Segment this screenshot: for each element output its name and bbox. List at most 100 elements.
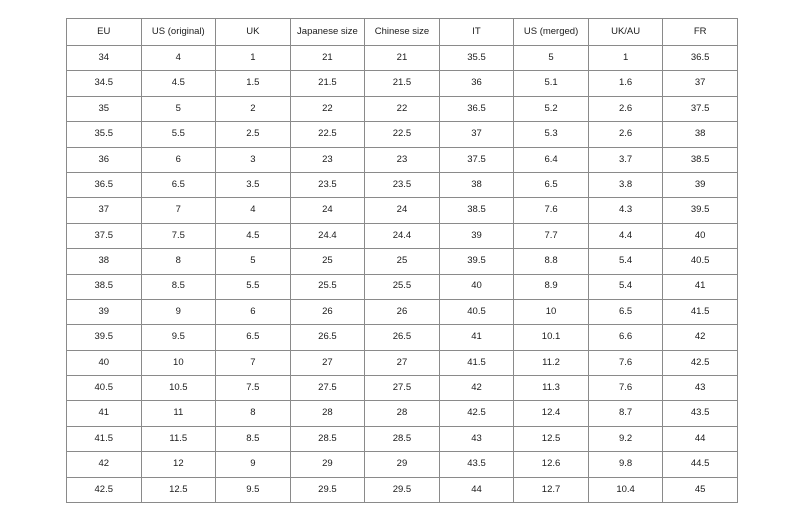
table-cell: 27.5 bbox=[364, 375, 440, 402]
column-header-uk-au: UK/AU bbox=[587, 18, 664, 46]
table-cell: 7.6 bbox=[587, 375, 664, 402]
table-cell: 11.3 bbox=[513, 375, 589, 402]
table-cell: 7.6 bbox=[587, 349, 664, 377]
table-cell: 4.4 bbox=[587, 222, 664, 250]
table-cell: 12.5 bbox=[140, 476, 217, 504]
table-cell: 11.5 bbox=[140, 425, 217, 453]
table-row: 42.5 12.5 9.5 29.5 29.5 44 12.7 10.4 45 bbox=[66, 476, 738, 504]
table-header: EU US (original) UK Japanese size Chinese si… bbox=[66, 18, 738, 46]
table-cell: 7.7 bbox=[513, 222, 589, 250]
table-cell: 23.5 bbox=[289, 171, 366, 199]
table-cell: 5 bbox=[513, 44, 589, 72]
table-cell: 22 bbox=[364, 95, 440, 123]
table-cell: 40 bbox=[438, 273, 515, 300]
table-cell: 42 bbox=[438, 375, 515, 402]
table-cell: 1.6 bbox=[587, 70, 664, 97]
table-cell: 5.5 bbox=[215, 273, 291, 300]
table-row: 40.5 10.5 7.5 27.5 27.5 42 11.3 7.6 43 bbox=[66, 375, 738, 402]
table-cell: 44 bbox=[438, 476, 515, 504]
table-cell: 3.7 bbox=[587, 146, 664, 173]
table-cell: 1 bbox=[587, 44, 664, 72]
table-cell: 3.5 bbox=[215, 171, 291, 199]
table-cell: 41.5 bbox=[438, 349, 515, 377]
table-cell: 42.5 bbox=[66, 476, 142, 504]
table-row: 40 10 7 27 27 41.5 11.2 7.6 42.5 bbox=[66, 349, 738, 377]
table-cell: 43.5 bbox=[662, 400, 738, 427]
table-cell: 42 bbox=[662, 324, 738, 351]
table-cell: 2.6 bbox=[587, 121, 664, 148]
table-cell: 39 bbox=[66, 298, 142, 326]
table-cell: 41 bbox=[662, 273, 738, 300]
table-cell: 7 bbox=[215, 349, 291, 377]
table-cell: 29 bbox=[364, 451, 440, 478]
table-row: 34.5 4.5 1.5 21.5 21.5 36 5.1 1.6 37 bbox=[66, 70, 738, 97]
table-cell: 5.1 bbox=[513, 70, 589, 97]
table-cell: 8 bbox=[215, 400, 291, 427]
table-cell: 3 bbox=[215, 146, 291, 173]
table-cell: 44.5 bbox=[662, 451, 738, 478]
table-cell: 6.5 bbox=[140, 171, 217, 199]
table-cell: 40 bbox=[662, 222, 738, 250]
table-cell: 5 bbox=[140, 95, 217, 123]
table-cell: 10 bbox=[513, 298, 589, 326]
table-cell: 24 bbox=[289, 197, 366, 224]
table-cell: 35.5 bbox=[438, 44, 515, 72]
table-row: 39 9 6 26 26 40.5 10 6.5 41.5 bbox=[66, 298, 738, 326]
table-body: 34 4 1 21 21 35.5 5 1 36.5 34.5 4.5 1.5 21.5 21.5 36 5.… bbox=[66, 44, 738, 504]
table-cell: 41.5 bbox=[66, 425, 142, 453]
table-cell: 25 bbox=[364, 248, 440, 275]
table-row: 34 4 1 21 21 35.5 5 1 36.5 bbox=[66, 44, 738, 72]
shoe-size-conversion-chart: EU US (original) UK Japanese size Chinese si… bbox=[66, 18, 738, 504]
table-cell: 35 bbox=[66, 95, 142, 123]
table-cell: 12.7 bbox=[513, 476, 589, 504]
table-cell: 6.5 bbox=[587, 298, 664, 326]
table-cell: 23.5 bbox=[364, 171, 440, 199]
table-cell: 23 bbox=[364, 146, 440, 173]
table-cell: 9.5 bbox=[140, 324, 217, 351]
table-cell: 12.5 bbox=[513, 425, 589, 453]
table-cell: 40.5 bbox=[662, 248, 738, 275]
table-cell: 38 bbox=[662, 121, 738, 148]
table-cell: 1 bbox=[215, 44, 291, 72]
table-cell: 4 bbox=[140, 44, 217, 72]
column-header-it: IT bbox=[438, 18, 515, 46]
table-cell: 40.5 bbox=[66, 375, 142, 402]
table-cell: 39.5 bbox=[66, 324, 142, 351]
table-cell: 36.5 bbox=[66, 171, 142, 199]
table-cell: 27 bbox=[289, 349, 366, 377]
table-cell: 37.5 bbox=[662, 95, 738, 123]
table-cell: 28.5 bbox=[289, 425, 366, 453]
table-cell: 22 bbox=[289, 95, 366, 123]
table-cell: 5.5 bbox=[140, 121, 217, 148]
table-cell: 10.4 bbox=[587, 476, 664, 504]
table-cell: 2 bbox=[215, 95, 291, 123]
table-cell: 41.5 bbox=[662, 298, 738, 326]
column-header-uk: UK bbox=[215, 18, 291, 46]
table-cell: 25.5 bbox=[364, 273, 440, 300]
table-cell: 4.5 bbox=[215, 222, 291, 250]
table-cell: 8.8 bbox=[513, 248, 589, 275]
table-cell: 10.5 bbox=[140, 375, 217, 402]
table-row: 41.5 11.5 8.5 28.5 28.5 43 12.5 9.2 44 bbox=[66, 425, 738, 453]
table-cell: 37.5 bbox=[438, 146, 515, 173]
table-cell: 10 bbox=[140, 349, 217, 377]
table-cell: 26 bbox=[289, 298, 366, 326]
table-cell: 8.5 bbox=[140, 273, 217, 300]
table-cell: 39.5 bbox=[438, 248, 515, 275]
table-cell: 27.5 bbox=[289, 375, 366, 402]
table-cell: 5 bbox=[215, 248, 291, 275]
table-cell: 37 bbox=[438, 121, 515, 148]
table-cell: 21.5 bbox=[364, 70, 440, 97]
table-cell: 25 bbox=[289, 248, 366, 275]
table-cell: 24.4 bbox=[364, 222, 440, 250]
table-cell: 26 bbox=[364, 298, 440, 326]
table-row: 37.5 7.5 4.5 24.4 24.4 39 7.7 4.4 40 bbox=[66, 222, 738, 250]
table-cell: 42.5 bbox=[662, 349, 738, 377]
table-cell: 21.5 bbox=[289, 70, 366, 97]
table-cell: 29.5 bbox=[289, 476, 366, 504]
table-cell: 36.5 bbox=[438, 95, 515, 123]
table-cell: 41 bbox=[66, 400, 142, 427]
table-cell: 43 bbox=[662, 375, 738, 402]
table-row: 41 11 8 28 28 42.5 12.4 8.7 43.5 bbox=[66, 400, 738, 427]
column-header-chinese-size: Chinese size bbox=[364, 18, 440, 46]
